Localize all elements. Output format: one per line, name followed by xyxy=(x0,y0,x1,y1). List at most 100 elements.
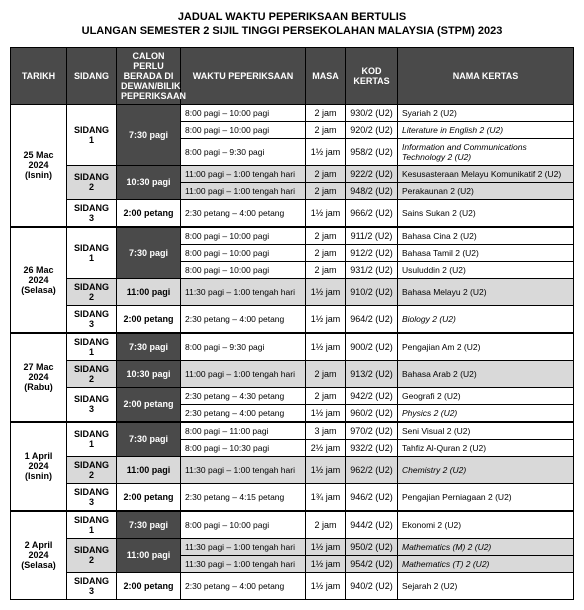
nama-cell: Bahasa Tamil 2 (U2) xyxy=(398,244,574,261)
nama-cell: Sains Sukan 2 (U2) xyxy=(398,199,574,227)
masuk-cell: 11:00 pagi xyxy=(117,278,181,305)
sidang-cell: SIDANG 3 xyxy=(67,572,117,599)
kod-cell: 960/2 (U2) xyxy=(346,404,398,422)
kod-cell: 966/2 (U2) xyxy=(346,199,398,227)
header-row: TARIKH SIDANG CALON PERLU BERADA DI DEWA… xyxy=(11,47,574,104)
nama-cell: Bahasa Melayu 2 (U2) xyxy=(398,278,574,305)
kod-cell: 912/2 (U2) xyxy=(346,244,398,261)
masa-cell: 2 jam xyxy=(306,387,346,404)
kod-cell: 931/2 (U2) xyxy=(346,261,398,278)
nama-cell: Pengajian Am 2 (U2) xyxy=(398,333,574,361)
sidang-cell: SIDANG 1 xyxy=(67,511,117,539)
nama-cell: Chemistry 2 (U2) xyxy=(398,456,574,483)
nama-cell: Mathematics (M) 2 (U2) xyxy=(398,538,574,555)
masa-cell: 1½ jam xyxy=(306,538,346,555)
waktu-cell: 11:00 pagi – 1:00 tengah hari xyxy=(181,182,306,199)
tarikh-cell: 2 April 2024(Selasa) xyxy=(11,511,67,600)
waktu-cell: 8:00 pagi – 11:00 pagi xyxy=(181,422,306,440)
hdr-waktu: WAKTU PEPERIKSAAN xyxy=(181,47,306,104)
masa-cell: 1½ jam xyxy=(306,199,346,227)
nama-cell: Bahasa Arab 2 (U2) xyxy=(398,360,574,387)
page-title: JADUAL WAKTU PEPERIKSAAN BERTULIS ULANGA… xyxy=(10,10,574,39)
nama-cell: Information and Communications Technolog… xyxy=(398,138,574,165)
kod-cell: 948/2 (U2) xyxy=(346,182,398,199)
waktu-cell: 8:00 pagi – 10:00 pagi xyxy=(181,511,306,539)
table-row: SIDANG 32:00 petang2:30 petang – 4:15 pe… xyxy=(11,483,574,511)
sidang-cell: SIDANG 2 xyxy=(67,538,117,572)
table-row: SIDANG 211:00 pagi11:30 pagi – 1:00 teng… xyxy=(11,538,574,555)
sidang-cell: SIDANG 2 xyxy=(67,360,117,387)
table-row: SIDANG 32:00 petang2:30 petang – 4:30 pe… xyxy=(11,387,574,404)
masuk-cell: 7:30 pagi xyxy=(117,104,181,165)
title-line2: ULANGAN SEMESTER 2 SIJIL TINGGI PERSEKOL… xyxy=(82,25,503,37)
masa-cell: 1½ jam xyxy=(306,333,346,361)
table-row: 1 April 2024(Isnin)SIDANG 17:30 pagi8:00… xyxy=(11,422,574,440)
nama-cell: Tahfiz Al-Quran 2 (U2) xyxy=(398,439,574,456)
masa-cell: 2 jam xyxy=(306,165,346,182)
kod-cell: 964/2 (U2) xyxy=(346,305,398,333)
table-row: SIDANG 211:00 pagi11:30 pagi – 1:00 teng… xyxy=(11,278,574,305)
kod-cell: 958/2 (U2) xyxy=(346,138,398,165)
nama-cell: Pengajian Perniagaan 2 (U2) xyxy=(398,483,574,511)
table-row: 25 Mac 2024(Isnin)SIDANG 17:30 pagi8:00 … xyxy=(11,104,574,121)
hdr-sidang: SIDANG xyxy=(67,47,117,104)
masa-cell: 2 jam xyxy=(306,360,346,387)
sidang-cell: SIDANG 3 xyxy=(67,305,117,333)
waktu-cell: 8:00 pagi – 10:00 pagi xyxy=(181,244,306,261)
masuk-cell: 7:30 pagi xyxy=(117,333,181,361)
kod-cell: 910/2 (U2) xyxy=(346,278,398,305)
sidang-cell: SIDANG 2 xyxy=(67,278,117,305)
nama-cell: Usuluddin 2 (U2) xyxy=(398,261,574,278)
nama-cell: Perakaunan 2 (U2) xyxy=(398,182,574,199)
sidang-cell: SIDANG 1 xyxy=(67,227,117,279)
table-row: SIDANG 32:00 petang2:30 petang – 4:00 pe… xyxy=(11,199,574,227)
masa-cell: 1½ jam xyxy=(306,572,346,599)
waktu-cell: 11:30 pagi – 1:00 tengah hari xyxy=(181,555,306,572)
timetable: TARIKH SIDANG CALON PERLU BERADA DI DEWA… xyxy=(10,47,574,600)
masa-cell: 1½ jam xyxy=(306,305,346,333)
masa-cell: 1¾ jam xyxy=(306,483,346,511)
table-row: SIDANG 211:00 pagi11:30 pagi – 1:00 teng… xyxy=(11,456,574,483)
table-row: SIDANG 32:00 petang2:30 petang – 4:00 pe… xyxy=(11,572,574,599)
masa-cell: 2 jam xyxy=(306,182,346,199)
masa-cell: 2 jam xyxy=(306,244,346,261)
kod-cell: 970/2 (U2) xyxy=(346,422,398,440)
table-row: 26 Mac 2024(Selasa)SIDANG 17:30 pagi8:00… xyxy=(11,227,574,245)
waktu-cell: 2:30 petang – 4:00 petang xyxy=(181,404,306,422)
masa-cell: 1½ jam xyxy=(306,278,346,305)
nama-cell: Bahasa Cina 2 (U2) xyxy=(398,227,574,245)
masuk-cell: 11:00 pagi xyxy=(117,456,181,483)
nama-cell: Geografi 2 (U2) xyxy=(398,387,574,404)
tarikh-cell: 25 Mac 2024(Isnin) xyxy=(11,104,67,227)
kod-cell: 954/2 (U2) xyxy=(346,555,398,572)
waktu-cell: 11:00 pagi – 1:00 tengah hari xyxy=(181,165,306,182)
waktu-cell: 8:00 pagi – 10:00 pagi xyxy=(181,227,306,245)
title-line1: JADUAL WAKTU PEPERIKSAAN BERTULIS xyxy=(178,11,406,23)
kod-cell: 930/2 (U2) xyxy=(346,104,398,121)
masuk-cell: 2:00 petang xyxy=(117,199,181,227)
nama-cell: Seni Visual 2 (U2) xyxy=(398,422,574,440)
sidang-cell: SIDANG 3 xyxy=(67,199,117,227)
waktu-cell: 8:00 pagi – 9:30 pagi xyxy=(181,333,306,361)
masa-cell: 2 jam xyxy=(306,511,346,539)
masuk-cell: 2:00 petang xyxy=(117,305,181,333)
waktu-cell: 11:00 pagi – 1:00 tengah hari xyxy=(181,360,306,387)
waktu-cell: 2:30 petang – 4:15 petang xyxy=(181,483,306,511)
masa-cell: 3 jam xyxy=(306,422,346,440)
hdr-tarikh: TARIKH xyxy=(11,47,67,104)
masuk-cell: 2:00 petang xyxy=(117,387,181,422)
tarikh-cell: 26 Mac 2024(Selasa) xyxy=(11,227,67,333)
masa-cell: 2 jam xyxy=(306,261,346,278)
kod-cell: 932/2 (U2) xyxy=(346,439,398,456)
nama-cell: Mathematics (T) 2 (U2) xyxy=(398,555,574,572)
masa-cell: 1½ jam xyxy=(306,404,346,422)
waktu-cell: 8:00 pagi – 10:30 pagi xyxy=(181,439,306,456)
kod-cell: 922/2 (U2) xyxy=(346,165,398,182)
waktu-cell: 8:00 pagi – 9:30 pagi xyxy=(181,138,306,165)
sidang-cell: SIDANG 2 xyxy=(67,456,117,483)
table-row: 2 April 2024(Selasa)SIDANG 17:30 pagi8:0… xyxy=(11,511,574,539)
kod-cell: 942/2 (U2) xyxy=(346,387,398,404)
sidang-cell: SIDANG 3 xyxy=(67,387,117,422)
kod-cell: 940/2 (U2) xyxy=(346,572,398,599)
sidang-cell: SIDANG 1 xyxy=(67,104,117,165)
